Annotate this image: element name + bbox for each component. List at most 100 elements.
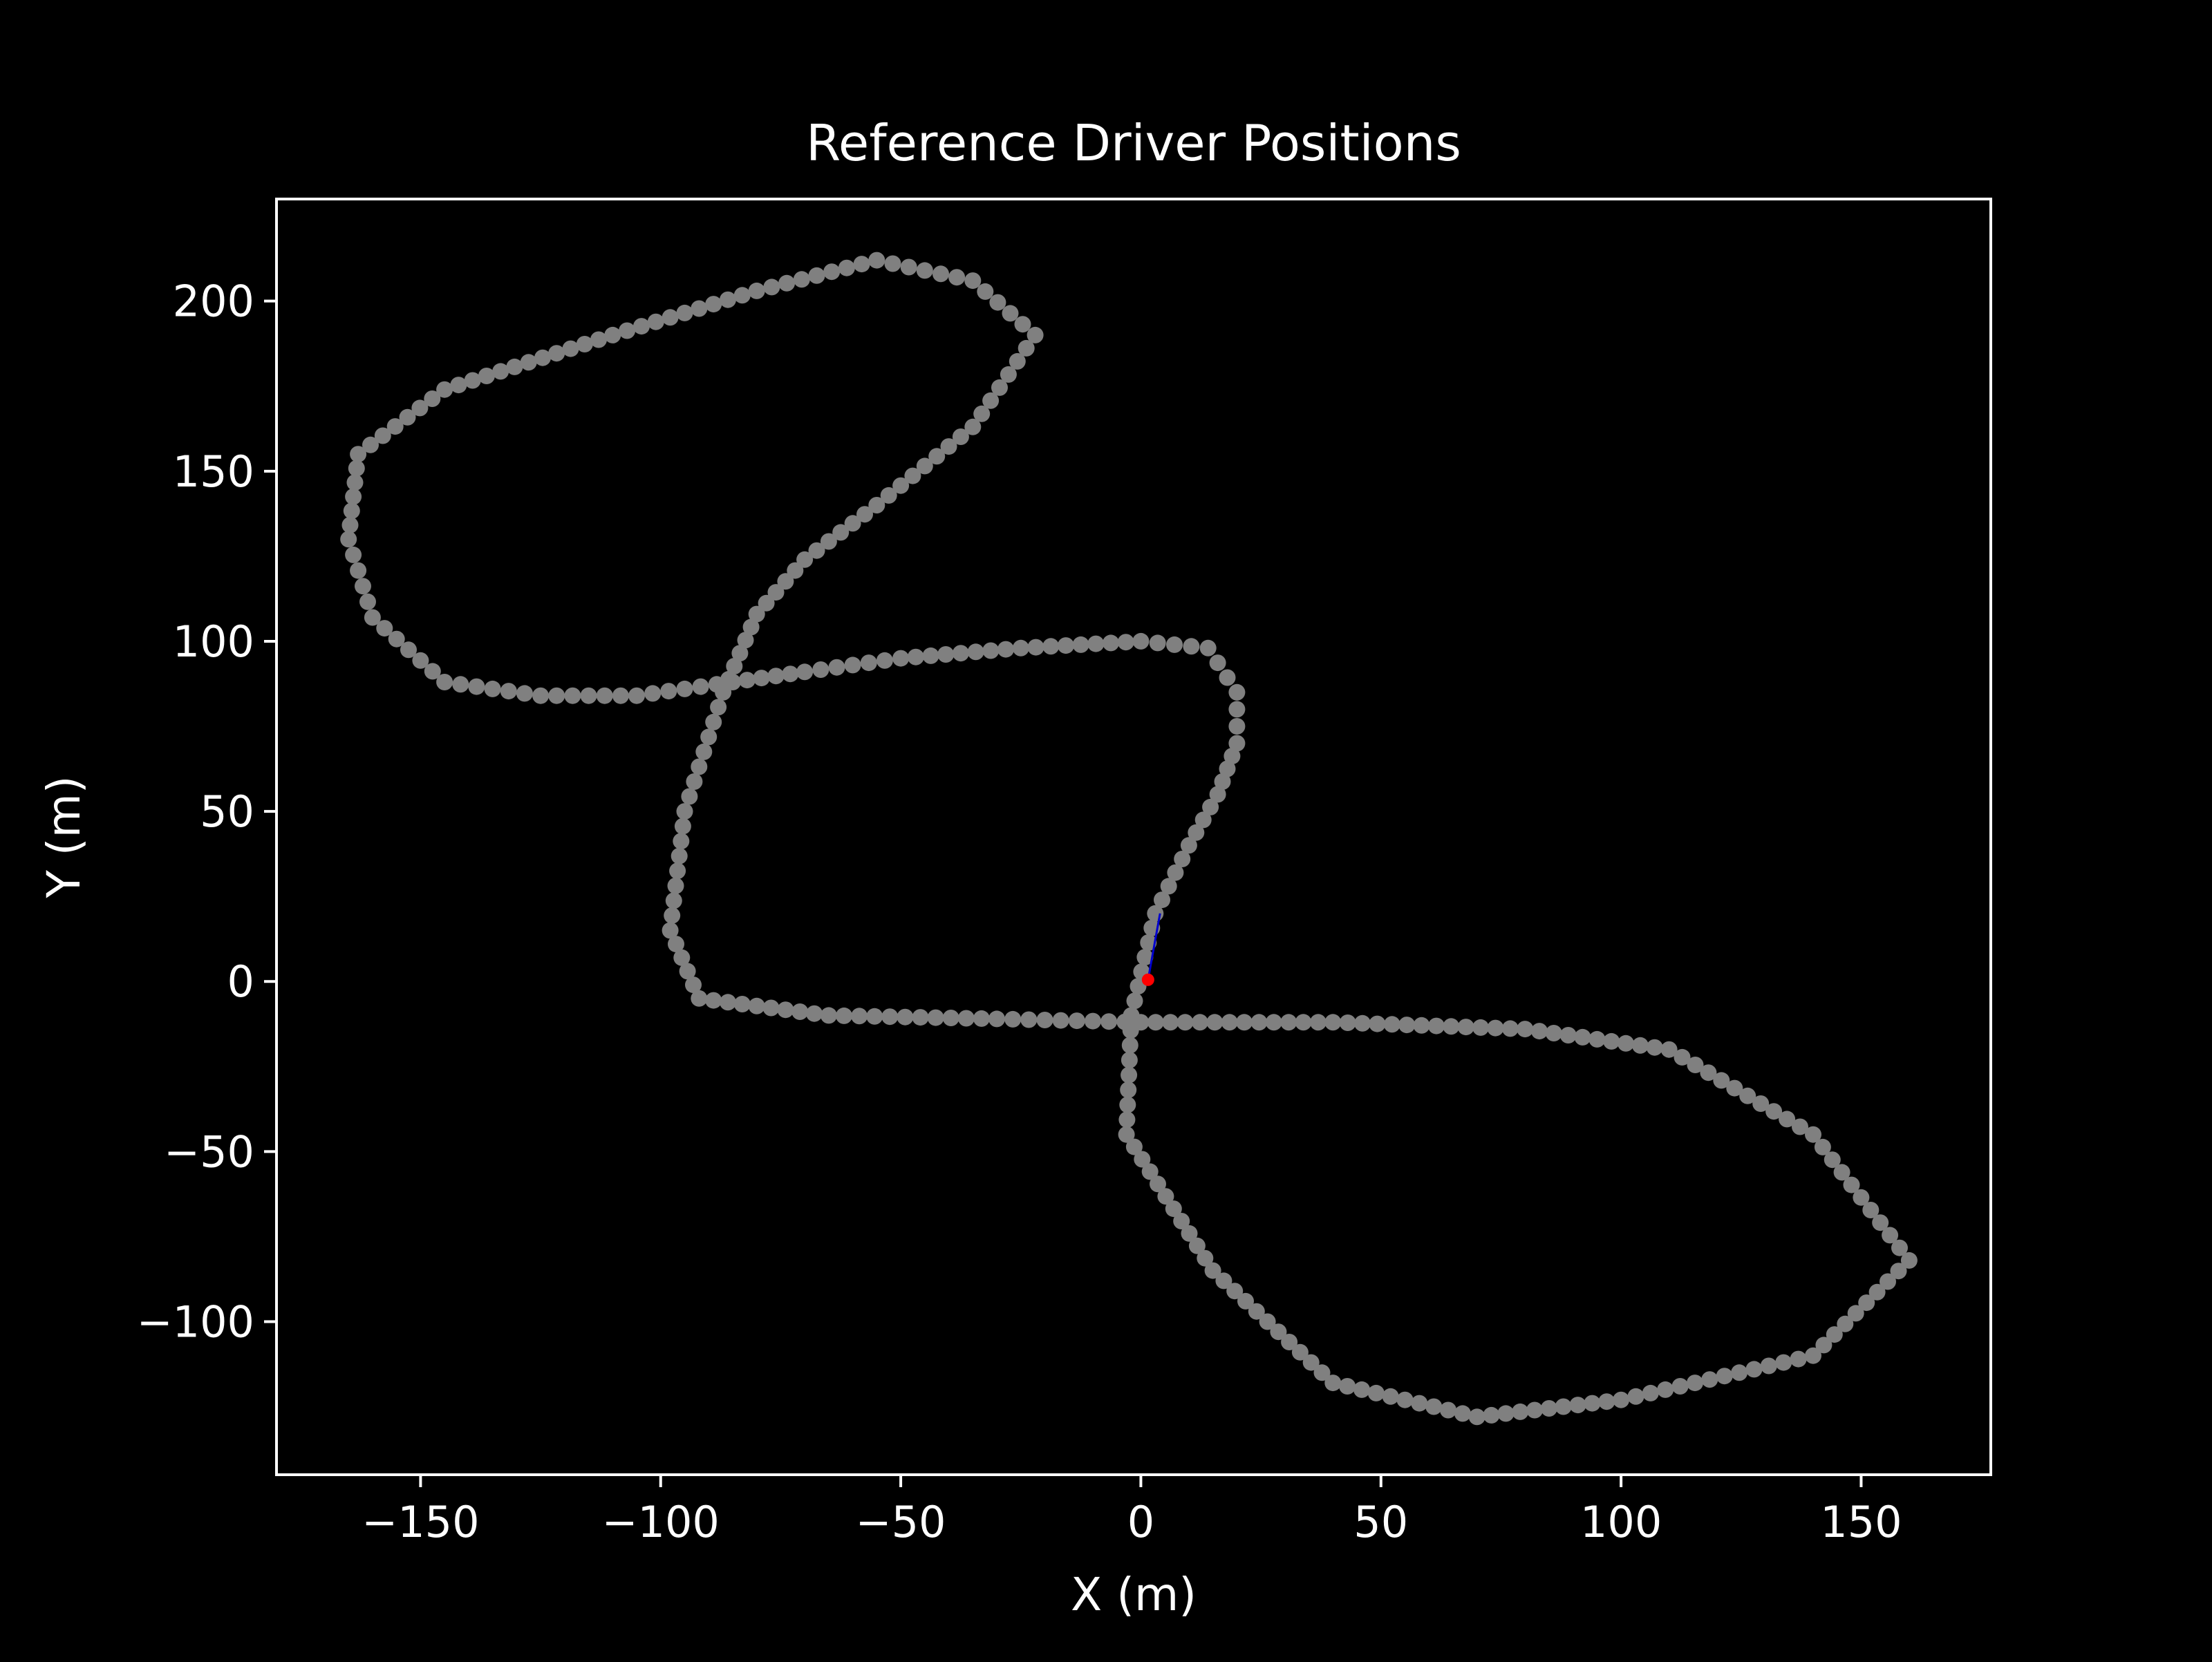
track-point-78 <box>345 546 362 563</box>
track-point-117 <box>793 271 810 288</box>
track-point-330 <box>1165 1200 1182 1218</box>
track-point-97 <box>506 358 523 375</box>
track-point-40 <box>876 652 893 669</box>
track-point-10 <box>1214 773 1231 790</box>
track-point-260 <box>1779 1111 1796 1128</box>
track-point-153 <box>808 542 825 559</box>
track-point-61 <box>548 687 565 704</box>
track-point-82 <box>345 488 362 505</box>
track-point-62 <box>532 687 550 704</box>
track-point-258 <box>1752 1095 1770 1112</box>
track-point-110 <box>691 300 708 317</box>
track-point-54 <box>660 683 677 700</box>
track-point-129 <box>977 283 994 300</box>
track-point-179 <box>665 892 682 909</box>
track-point-277 <box>1847 1305 1864 1322</box>
y-tick-label: 0 <box>227 956 254 1007</box>
track-point-9 <box>1209 786 1226 803</box>
track-point-121 <box>853 256 870 273</box>
track-point-88 <box>386 418 404 435</box>
track-point-313 <box>1339 1378 1356 1395</box>
track-point-187 <box>705 992 722 1009</box>
y-tick-label: 50 <box>200 786 254 837</box>
track-point-105 <box>619 322 636 339</box>
track-point-231 <box>1369 1015 1386 1032</box>
track-point-253 <box>1687 1057 1704 1073</box>
track-point-283 <box>1775 1354 1792 1371</box>
track-point-281 <box>1805 1347 1821 1364</box>
track-point-85 <box>350 446 367 463</box>
track-point-31 <box>1012 639 1029 657</box>
track-point-206 <box>988 1010 1005 1028</box>
track-point-6 <box>1188 824 1205 841</box>
track-point-346 <box>1130 978 1147 995</box>
track-point-333 <box>1141 1163 1159 1180</box>
track-point-2 <box>1160 878 1177 895</box>
track-point-46 <box>782 665 799 683</box>
track-point-217 <box>1162 1014 1179 1031</box>
track-point-203 <box>942 1010 959 1026</box>
track-point-157 <box>767 584 785 601</box>
track-point-244 <box>1559 1027 1577 1044</box>
track-point-139 <box>973 405 991 422</box>
heading-line <box>1147 913 1161 981</box>
track-point-80 <box>341 516 359 533</box>
track-point-209 <box>1036 1012 1053 1028</box>
track-point-278 <box>1837 1315 1854 1332</box>
track-point-204 <box>957 1010 975 1027</box>
track-point-71 <box>400 641 417 659</box>
track-point-315 <box>1313 1364 1331 1381</box>
track-point-68 <box>436 674 453 690</box>
track-point-94 <box>464 372 481 389</box>
track-point-292 <box>1642 1384 1659 1401</box>
track-point-298 <box>1555 1398 1572 1415</box>
track-point-223 <box>1250 1014 1268 1031</box>
track-point-255 <box>1713 1072 1730 1089</box>
track-point-264 <box>1824 1151 1841 1169</box>
track-point-300 <box>1526 1401 1544 1419</box>
track-point-343 <box>1122 1022 1139 1039</box>
track-point-183 <box>673 949 691 966</box>
track-point-56 <box>628 687 645 704</box>
track-point-107 <box>647 313 664 330</box>
track-point-189 <box>733 996 751 1012</box>
x-tick-label: −150 <box>362 1497 479 1547</box>
track-point-49 <box>738 672 756 689</box>
track-point-60 <box>564 687 581 704</box>
track-point-241 <box>1517 1021 1534 1038</box>
track-point-146 <box>892 477 910 494</box>
track-point-202 <box>927 1009 944 1026</box>
track-point-232 <box>1383 1016 1400 1033</box>
track-point-167 <box>705 713 722 730</box>
track-point-75 <box>359 593 376 610</box>
y-tick-label: 150 <box>173 446 254 497</box>
track-point-269 <box>1872 1214 1889 1231</box>
track-point-287 <box>1716 1368 1733 1385</box>
track-point-44 <box>812 661 830 678</box>
track-point-312 <box>1353 1381 1370 1398</box>
track-point-72 <box>388 630 405 648</box>
track-point-348 <box>1136 949 1154 966</box>
track-point-311 <box>1367 1384 1385 1401</box>
x-tick-label: 50 <box>1353 1497 1408 1547</box>
track-point-131 <box>1002 305 1019 322</box>
track-point-218 <box>1177 1014 1194 1031</box>
track-point-210 <box>1052 1012 1069 1029</box>
track-point-224 <box>1265 1014 1282 1031</box>
track-point-182 <box>668 936 684 953</box>
track-point-18 <box>1209 654 1226 672</box>
track-point-320 <box>1259 1313 1276 1330</box>
track-point-95 <box>478 368 495 384</box>
track-point-301 <box>1512 1403 1529 1420</box>
track-point-265 <box>1833 1164 1850 1181</box>
track-point-220 <box>1206 1014 1224 1031</box>
track-point-211 <box>1068 1012 1085 1030</box>
track-point-275 <box>1868 1283 1886 1301</box>
chart-title: Reference Driver Positions <box>806 114 1461 172</box>
track-point-228 <box>1324 1014 1342 1031</box>
track-point-19 <box>1199 639 1217 657</box>
track-point-212 <box>1085 1012 1101 1030</box>
track-point-90 <box>411 399 429 417</box>
track-point-240 <box>1501 1020 1519 1037</box>
track-point-229 <box>1339 1014 1356 1031</box>
